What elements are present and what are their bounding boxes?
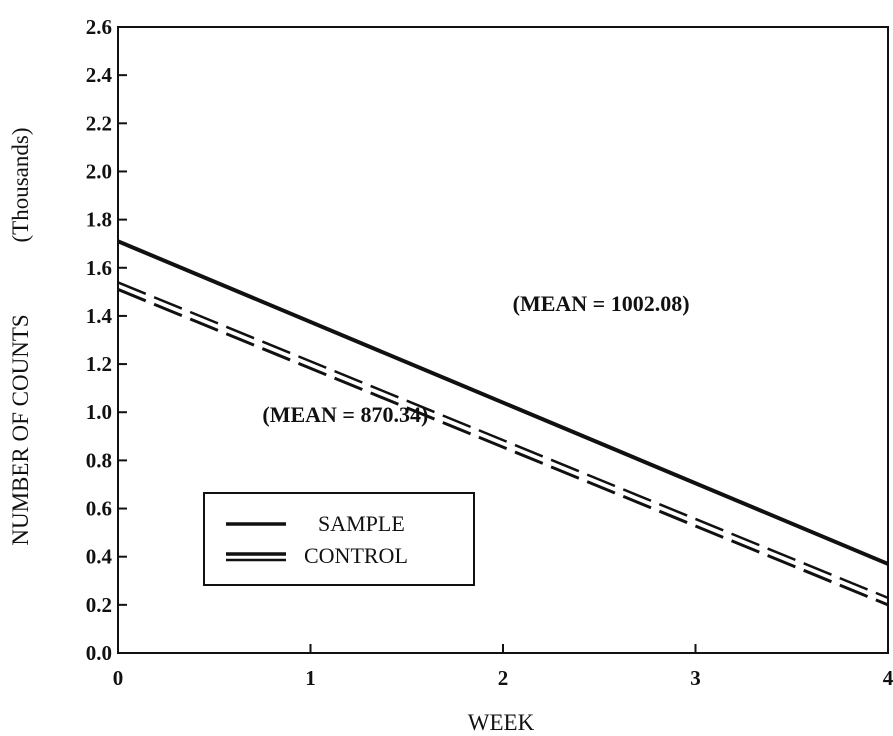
y-tick-label: 2.4 xyxy=(86,63,113,87)
legend: SAMPLE CONTROL xyxy=(203,492,475,586)
y-tick-label: 1.8 xyxy=(86,208,112,232)
y-tick-label: 0.2 xyxy=(86,593,112,617)
x-tick-label: 1 xyxy=(305,666,316,690)
y-tick-label: 0.8 xyxy=(86,448,112,472)
y-axis-unit: (Thousands) xyxy=(8,128,33,243)
legend-label-sample: SAMPLE xyxy=(318,511,405,536)
series-line-sample xyxy=(117,239,889,566)
x-tick-label: 0 xyxy=(113,666,124,690)
y-axis: 0.0 0.2 0.4 0.6 0.8 1.0 1.2 1.4 1.6 1.8 2.0 2.2 2.4 2… xyxy=(86,15,127,665)
y-axis-title-group: NUMBER OF COUNTS (Thousands) xyxy=(8,128,33,546)
x-tick-label: 2 xyxy=(498,666,509,690)
y-tick-label: 2.2 xyxy=(86,111,112,135)
legend-label-control: CONTROL xyxy=(304,543,408,568)
x-tick-label: 3 xyxy=(690,666,701,690)
series-line-control xyxy=(117,288,889,607)
y-tick-label: 0.4 xyxy=(86,545,113,569)
y-tick-label: 0.0 xyxy=(86,641,112,665)
y-tick-label: 0.6 xyxy=(86,497,112,521)
y-tick-label: 1.0 xyxy=(86,400,112,424)
y-tick-label: 1.4 xyxy=(86,304,113,328)
annotation-layer: (MEAN = 1002.08) (MEAN = 870.34) xyxy=(262,291,689,427)
x-tick-label: 4 xyxy=(883,666,893,690)
y-tick-label: 2.6 xyxy=(86,15,112,39)
mean-annotation-sample: (MEAN = 1002.08) xyxy=(513,291,690,316)
series-layer xyxy=(117,239,889,607)
y-tick-label: 2.0 xyxy=(86,159,112,183)
series-line-control-upper xyxy=(117,281,889,600)
x-axis: 0 1 2 3 4 xyxy=(113,644,893,690)
y-axis-title: NUMBER OF COUNTS xyxy=(8,314,33,545)
y-tick-label: 1.2 xyxy=(86,352,112,376)
x-axis-title: WEEK xyxy=(468,710,535,735)
y-tick-label: 1.6 xyxy=(86,256,112,280)
mean-annotation-control: (MEAN = 870.34) xyxy=(262,402,428,427)
legend-box xyxy=(203,492,475,586)
